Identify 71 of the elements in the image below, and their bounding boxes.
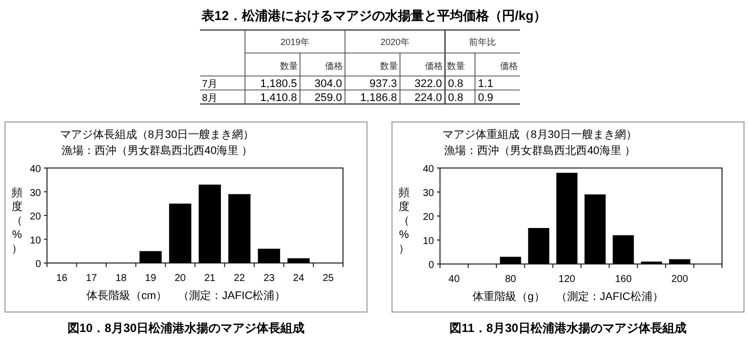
text: 2019年 <box>280 37 310 47</box>
y-tick-label: 40 <box>422 164 434 175</box>
text: 304.0 <box>314 78 342 90</box>
x-axis-title: 体長階級（cm） （測定：JAFIC松浦） <box>86 289 286 302</box>
x-tick-label: 200 <box>671 274 688 285</box>
bar <box>612 235 634 264</box>
y-tick-label: 20 <box>422 212 434 223</box>
text: 937.3 <box>369 78 397 90</box>
caption: 図10．8月30日松浦港水揚のマアジ体長組成 <box>67 321 305 335</box>
text: 1,186.8 <box>360 92 397 104</box>
x-tick-label: 40 <box>448 274 460 285</box>
y-axis-title: 頻度（%） <box>12 187 22 255</box>
x-tick-label: 18 <box>115 273 127 284</box>
text: 数量 <box>280 61 298 71</box>
chart-subtitle: 漁場：西沖（男女群島西北西40海里 ） <box>444 144 636 157</box>
text: 1.1 <box>478 78 494 90</box>
text: 259.0 <box>314 92 342 104</box>
bar <box>198 184 221 263</box>
y-axis-title: 頻度（%） <box>398 187 410 255</box>
x-tick-label: 19 <box>145 273 157 284</box>
x-tick-label: 80 <box>504 274 516 285</box>
y-tick-label: 20 <box>30 212 42 222</box>
x-tick-label: 23 <box>263 273 275 284</box>
x-tick-label: 25 <box>322 273 334 284</box>
bar <box>528 228 550 264</box>
text: 価格 <box>500 61 518 71</box>
y-tick-label: 10 <box>30 235 42 246</box>
bar <box>500 256 522 264</box>
x-tick-label: 22 <box>234 273 246 284</box>
text: 2020年 <box>380 37 410 47</box>
text: 0.9 <box>478 92 494 104</box>
text: 数量 <box>447 61 465 71</box>
bar <box>669 259 690 264</box>
x-tick-label: 120 <box>558 274 576 285</box>
y-tick-label: 30 <box>30 188 42 199</box>
caption: 図11．8月30日松浦港水揚のマアジ体長組成 <box>450 321 686 335</box>
bar <box>584 194 606 264</box>
text: 8月 <box>202 93 218 104</box>
x-tick-label: 160 <box>614 274 632 285</box>
chart-title: マアジ体重組成（8月30日一艘まき網） <box>442 128 638 141</box>
text: 価格 <box>325 61 343 71</box>
text: 数量 <box>380 61 398 71</box>
text: 前年比 <box>469 37 496 47</box>
text: 1,410.8 <box>260 92 297 104</box>
text: 322.0 <box>414 78 442 90</box>
x-tick-label: 21 <box>204 273 216 284</box>
chart-title: マアジ体長組成（8月30日一艘まき網） <box>60 128 254 141</box>
text: 表12．松浦港におけるマアジの水揚量と平均価格（円/kg） <box>200 8 547 23</box>
y-tick-label: 0 <box>428 260 434 271</box>
x-axis-title: 体重階級（g） （測定：JAFIC松浦） <box>472 290 664 303</box>
bar <box>169 204 192 263</box>
text: 0.8 <box>448 78 464 90</box>
x-tick-label: 24 <box>293 273 305 284</box>
chart-subtitle: 漁場：西沖（男女群島西北西40海里 ） <box>61 144 253 157</box>
y-tick-label: 0 <box>35 259 42 270</box>
x-tick-label: 20 <box>174 273 186 284</box>
text: 0.8 <box>448 92 464 104</box>
bar <box>228 194 250 263</box>
x-tick-label: 17 <box>86 273 98 284</box>
bar <box>140 251 162 263</box>
bar <box>288 258 310 263</box>
bar <box>556 172 578 264</box>
text: 価格 <box>425 61 443 71</box>
y-tick-label: 40 <box>30 164 42 175</box>
text: 7月 <box>202 79 218 90</box>
text: 1,180.5 <box>260 78 297 90</box>
y-tick-label: 10 <box>422 236 434 247</box>
x-tick-label: 16 <box>56 273 68 284</box>
y-tick-label: 30 <box>422 188 434 199</box>
text: 224.0 <box>414 92 442 104</box>
bar <box>258 248 280 263</box>
